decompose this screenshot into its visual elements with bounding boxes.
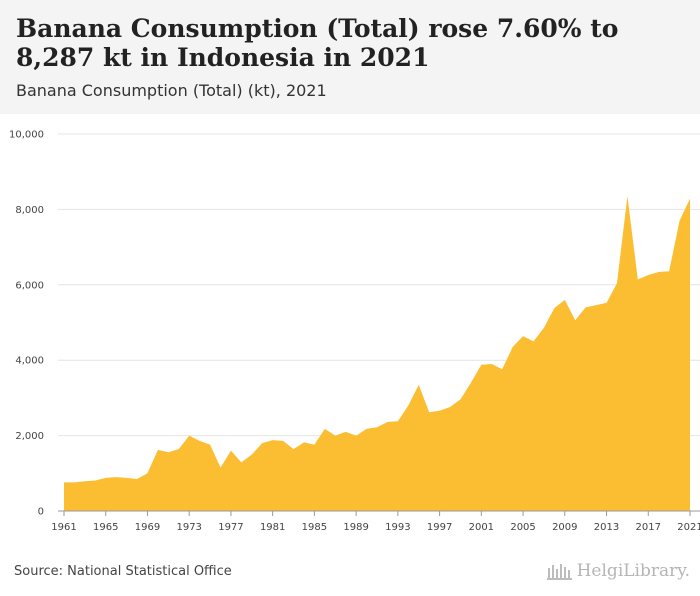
y-tick-label: 0 — [38, 507, 44, 518]
x-tick-label: 1969 — [135, 522, 160, 533]
x-tick-label: 2021 — [677, 522, 700, 533]
x-tick-label: 1993 — [385, 522, 410, 533]
header: Banana Consumption (Total) rose 7.60% to… — [0, 0, 700, 114]
series-area — [64, 196, 690, 511]
area-chart: 0 2,000 4,000 6,000 8,000 10,000 1961 1965 1969 1… — [9, 130, 700, 533]
x-tick-label: 2017 — [636, 522, 661, 533]
x-tick-label: 1965 — [93, 522, 118, 533]
y-tick-label: 2,000 — [15, 431, 44, 442]
x-tick-label: 2005 — [510, 522, 535, 533]
y-tick-label: 8,000 — [15, 205, 44, 216]
x-tick-label: 2013 — [594, 522, 619, 533]
y-tick-label: 4,000 — [15, 356, 44, 367]
page-title: Banana Consumption (Total) rose 7.60% to… — [16, 14, 619, 72]
logo-text: HelgiLibrary. — [576, 561, 690, 581]
x-tick-label: 1981 — [260, 522, 285, 533]
x-tick-label: 1997 — [427, 522, 452, 533]
x-tick-label: 1977 — [218, 522, 243, 533]
library-icon — [546, 564, 572, 580]
helgi-library-logo[interactable]: HelgiLibrary. — [546, 561, 690, 581]
x-tick-label: 2009 — [552, 522, 577, 533]
source-note: Source: National Statistical Office — [14, 564, 232, 579]
x-tick-label: 1973 — [176, 522, 201, 533]
chart-subtitle: Banana Consumption (Total) (kt), 2021 — [16, 81, 327, 100]
y-tick-label: 10,000 — [9, 130, 44, 141]
x-tick-label: 1989 — [343, 522, 368, 533]
x-tick-label: 2001 — [469, 522, 494, 533]
x-tick-label: 1985 — [302, 522, 327, 533]
y-tick-label: 6,000 — [15, 280, 44, 291]
x-tick-label: 1961 — [51, 522, 76, 533]
